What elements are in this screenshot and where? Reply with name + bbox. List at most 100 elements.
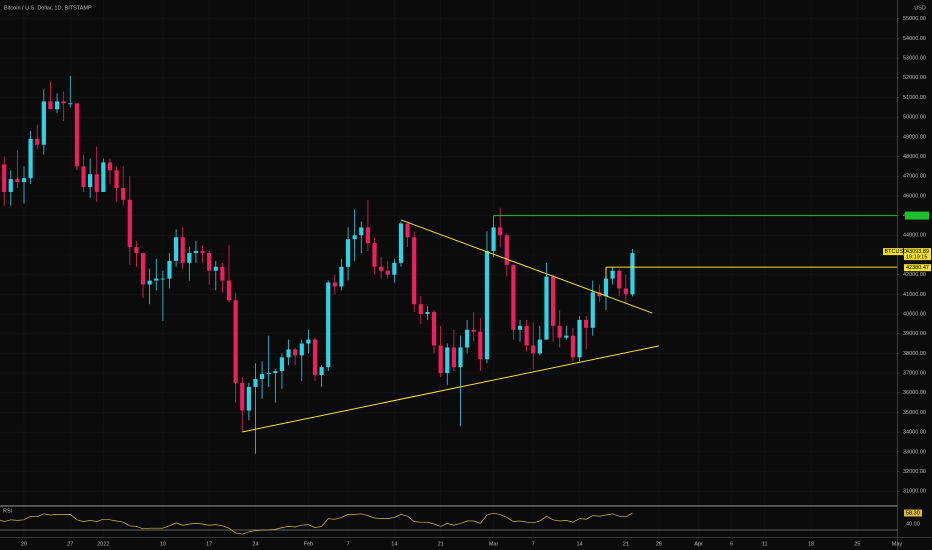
candle-body xyxy=(187,252,192,263)
candle-body xyxy=(550,276,556,326)
x-tick-label: 7 xyxy=(347,541,350,547)
x-tick-label: 18 xyxy=(808,541,814,547)
x-tick-label: Mar xyxy=(489,541,499,547)
rsi-name: RSI xyxy=(3,508,13,514)
candle-body xyxy=(431,312,437,346)
candle-body xyxy=(392,262,397,275)
y-tick-label: 33000.00 xyxy=(903,449,926,455)
candle-body xyxy=(564,335,569,338)
candle-body xyxy=(597,292,602,297)
candle-body xyxy=(293,349,298,356)
y-tick-label: 55000.00 xyxy=(903,16,926,22)
x-tick-label: 14 xyxy=(391,541,397,547)
candle-body xyxy=(511,264,516,330)
y-tick-label: 37000.00 xyxy=(903,371,926,377)
candle-body xyxy=(471,329,476,332)
candle-body xyxy=(299,343,304,356)
candle-body xyxy=(537,339,542,354)
candle-body xyxy=(617,270,622,289)
candle-body xyxy=(379,266,384,271)
candle-body xyxy=(180,237,185,263)
y-tick-label: 49000.00 xyxy=(903,134,926,140)
x-tick-label: Feb xyxy=(304,541,313,547)
y-tick-label: 53000.00 xyxy=(903,56,926,62)
trendline xyxy=(242,345,660,433)
x-tick-label: 25 xyxy=(854,541,860,547)
x-tick-label: 2022 xyxy=(97,541,109,547)
candle-body xyxy=(590,292,595,328)
candle-body xyxy=(193,251,199,253)
candle-body xyxy=(524,325,529,346)
candle-body xyxy=(48,101,53,110)
candle-body xyxy=(213,266,218,271)
candle-body xyxy=(61,101,66,104)
candle-body xyxy=(412,237,417,305)
rsi-line xyxy=(0,512,633,535)
candle-body xyxy=(200,251,205,253)
candle-body xyxy=(531,345,536,354)
y-tick-label: 42000.00 xyxy=(903,272,926,278)
candle-body xyxy=(28,138,33,179)
candle-body xyxy=(286,349,291,358)
candle-body xyxy=(54,101,60,110)
x-tick-label: 7 xyxy=(532,541,535,547)
rsi-tick-label: 58.30 xyxy=(906,510,920,516)
candle-body xyxy=(134,247,139,253)
y-tick-label: 36000.00 xyxy=(903,390,926,396)
y-tick-label: 48000.00 xyxy=(903,154,926,160)
x-tick-label: Apr xyxy=(694,541,703,547)
candle-body xyxy=(8,179,13,192)
candle-body xyxy=(94,174,99,192)
candle-body xyxy=(570,335,576,358)
x-tick-label: 14 xyxy=(576,541,582,547)
candle-body xyxy=(484,251,490,360)
y-tick-label: 44000.00 xyxy=(903,233,926,239)
y-tick-label: 51000.00 xyxy=(903,95,926,101)
candle-body xyxy=(623,288,628,295)
candle-body xyxy=(21,178,27,183)
y-tick-label: 32000.00 xyxy=(903,469,926,475)
rsi-tick-label: 40.00 xyxy=(906,521,920,527)
y-tick-label: 41000.00 xyxy=(903,292,926,298)
symbol-label: BTCUSD xyxy=(885,249,908,255)
candle-body xyxy=(405,223,410,238)
y-tick-label: 40000.00 xyxy=(903,311,926,317)
candle-body xyxy=(458,347,463,368)
currency: USD xyxy=(914,5,926,11)
x-tick-label: 10 xyxy=(160,541,166,547)
last-price-badge xyxy=(904,248,931,261)
symbol-badge xyxy=(883,248,903,256)
candle-body xyxy=(451,347,456,368)
candle-body xyxy=(114,170,119,189)
candle-body xyxy=(352,235,357,240)
candle-body xyxy=(359,227,364,236)
candle-body xyxy=(425,312,430,315)
candle-body xyxy=(584,319,589,328)
candle-body xyxy=(418,304,423,315)
candle-body xyxy=(220,266,225,281)
rsi-value-badge xyxy=(904,509,922,517)
y-tick-label: 50000.00 xyxy=(903,115,926,121)
candle-body xyxy=(2,164,7,192)
candle-body xyxy=(81,166,86,188)
y-tick-label: 31000.00 xyxy=(903,489,926,495)
candle-body xyxy=(121,188,126,200)
candle-body xyxy=(332,282,337,287)
candle-body xyxy=(140,252,146,285)
candle-body xyxy=(167,260,172,279)
candle-body xyxy=(478,331,483,360)
candle-body xyxy=(253,378,258,387)
candle-body xyxy=(603,278,609,297)
candle-body xyxy=(517,325,523,330)
candle-body xyxy=(557,325,562,338)
candle-body xyxy=(68,103,73,105)
candle-body xyxy=(226,280,232,301)
y-tick-label: 54000.00 xyxy=(903,36,926,42)
candle-body xyxy=(577,319,582,358)
candle-body xyxy=(233,300,238,383)
candle-body xyxy=(279,357,285,372)
candle-body xyxy=(504,235,509,265)
candle-body xyxy=(498,227,503,236)
y-tick-label: 35000.00 xyxy=(903,410,926,416)
